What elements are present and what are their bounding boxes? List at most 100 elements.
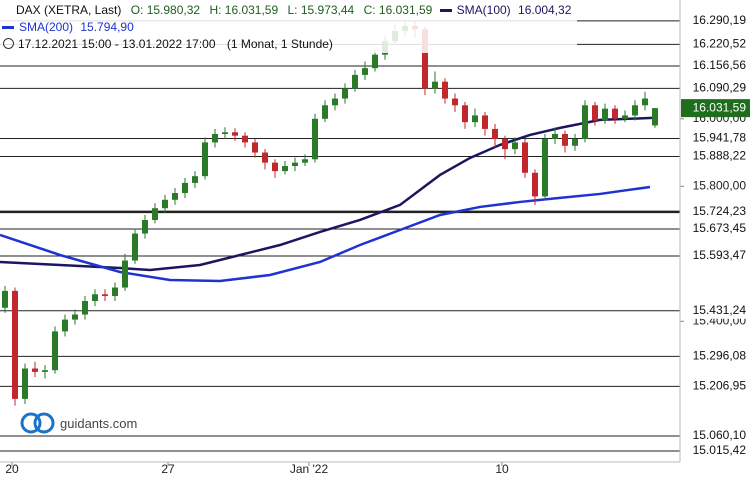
logo-icon [20,412,55,434]
logo-text: guidants.com [60,415,138,431]
level-label-bg [681,12,750,29]
candle-body [182,182,188,194]
candle-body [452,98,458,106]
level-label-bg [681,302,750,319]
candle-body [102,294,108,296]
candle-body [642,98,648,106]
level-label: 16.090,29 [693,80,747,94]
candle-body [532,172,538,197]
candle-body [162,199,168,209]
candle-body [232,132,238,136]
candle-body [302,159,308,163]
level-label: 15.673,45 [693,221,747,235]
level-label-bg [681,220,750,237]
candle-body [122,260,128,288]
candle-body [112,287,118,296]
period: 17.12.2021 15:00 - 13.01.2022 17:00 [18,37,216,51]
candle-body [602,108,608,121]
level-label: 16.156,56 [693,58,747,72]
legend-value: 15.794,90 [80,20,134,34]
candle-body [512,142,518,150]
candle-body [542,139,548,197]
level-label-bg [681,130,750,147]
candle-body [82,301,88,315]
candle-body [472,115,478,123]
last-price-bg [681,99,750,118]
candle-body [622,115,628,119]
candle-body [132,233,138,261]
x-tick-label: 27 [161,462,175,476]
level-label: 15.431,24 [693,303,747,317]
ohlc-open: O: 15.980,32 [130,3,201,17]
candle-body [612,108,618,119]
y-tick-label: 15.800,00 [693,178,747,192]
level-label: 15.060,10 [693,428,747,442]
candle-body [282,166,288,172]
level-label-bg [681,57,750,74]
candle-body [142,220,148,234]
level-label: 15.296,08 [693,349,747,363]
candle-body [372,54,378,69]
sma-line [0,116,653,272]
candle-body [482,115,488,129]
candle-body [2,290,8,308]
x-tick-label: 10 [495,462,509,476]
level-label: 15.724,23 [693,204,747,218]
level-label-bg [681,80,750,97]
ohlc-close: C: 16.031,59 [363,3,433,17]
candle-body [632,105,638,116]
candle-body [192,176,198,183]
legend-value: 16.004,32 [518,3,572,17]
logo: guidants.com [20,412,137,434]
candle-body [222,132,228,134]
legend-name: SMA(100) [456,3,511,17]
candle-body [322,105,328,119]
candle-body [72,314,78,320]
clock-icon [3,38,14,49]
level-label: 15.206,95 [693,379,747,393]
candle-body [52,331,58,371]
candle-body [172,193,178,200]
level-label: 16.290,19 [693,13,747,27]
level-label-bg [681,348,750,365]
candle-body [292,162,298,167]
legend-swatch [439,9,452,13]
candle-body [522,142,528,173]
sma-line [0,185,651,283]
candle-body [462,105,468,123]
candle-body [492,128,498,140]
candle-body [212,133,218,143]
legend-header: DAX (XETRA, Last) O: 15.980,32 H: 16.031… [0,2,578,53]
ohlc-high: H: 16.031,59 [209,3,279,17]
candle-body [422,29,428,89]
candle-body [552,133,558,140]
header-row: 17.12.2021 15:00 - 13.01.2022 17:00 (1 M… [0,36,571,53]
candle-body [32,368,38,372]
level-label-bg [681,247,750,264]
candle-body [22,368,28,399]
candle-body [572,139,578,146]
candle-body [272,162,278,172]
candle-body [262,152,268,163]
x-tick-label: 20 [5,462,19,476]
level-label: 16.220,52 [693,37,747,51]
level-label: 15.015,42 [693,443,747,457]
candle-body [432,81,438,89]
candle-body [312,118,318,160]
level-label-bg [681,203,750,220]
candle-body [12,290,18,399]
candle-body [92,294,98,302]
candle-body [352,74,358,89]
candle-body [242,135,248,143]
level-label-bg [681,427,750,444]
interval: (1 Monat, 1 Stunde) [226,37,333,51]
candle-body [442,81,448,99]
candle-body [332,98,338,106]
candle-body [252,142,258,153]
candle-body [152,208,158,221]
candle-body [42,370,48,372]
candle-body [582,105,588,140]
x-tick-label: Jan '22 [290,462,329,476]
